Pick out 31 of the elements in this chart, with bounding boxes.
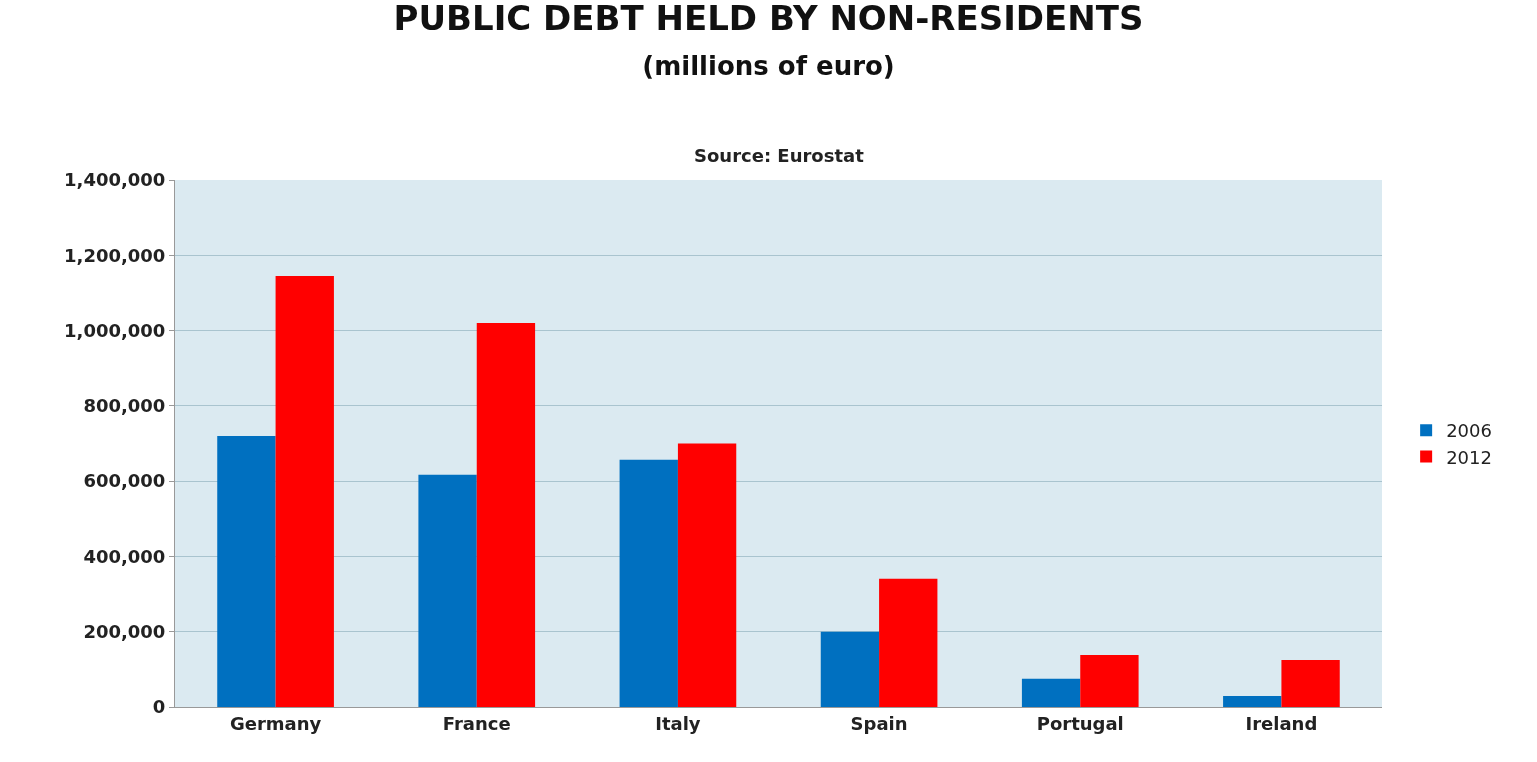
bar [619,459,678,707]
source-note: Source: Eurostat [694,145,865,166]
x-tick-label: Germany [229,712,322,734]
x-tick-label: France [442,712,511,734]
bar [820,631,880,707]
bar [1281,659,1340,707]
y-tick-label: 800,000 [83,395,166,417]
x-tick-label: Spain [850,712,908,734]
y-tick-label: 400,000 [83,545,166,567]
legend-label: 2006 [1446,420,1492,442]
bar [1080,655,1139,707]
y-tick-label: 1,400,000 [64,169,166,191]
chart-title: PUBLIC DEBT HELD BY NON-RESIDENTS [393,0,1144,39]
x-tick-label: Italy [655,712,701,734]
y-tick-label: 1,000,000 [64,319,166,341]
bar [275,275,334,707]
bar [1021,678,1081,707]
x-tick-label: Portugal [1036,712,1124,734]
bar [1223,696,1282,707]
bar [879,578,938,707]
y-tick-label: 200,000 [83,621,166,643]
y-tick-label: 1,200,000 [64,244,166,266]
legend-label: 2012 [1446,446,1492,468]
bar [677,443,737,707]
bar [418,474,477,707]
y-tick-label: 0 [152,696,166,718]
bar [217,435,276,707]
bar [476,323,536,707]
y-tick-label: 600,000 [83,470,166,492]
chart-subtitle: (millions of euro) [642,50,895,81]
x-tick-label: Ireland [1245,712,1318,734]
